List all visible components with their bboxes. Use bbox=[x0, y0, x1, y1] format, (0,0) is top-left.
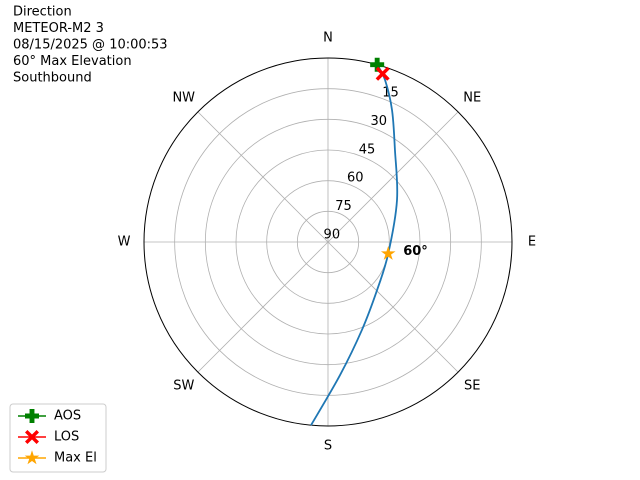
r-tick-label: 60 bbox=[347, 171, 364, 186]
legend-marker bbox=[25, 430, 39, 444]
direction-label: SE bbox=[464, 379, 480, 394]
r-tick-label: 45 bbox=[359, 142, 376, 157]
grid-spoke bbox=[327, 241, 459, 373]
annotation: 60° bbox=[403, 244, 428, 259]
direction-label: NW bbox=[172, 90, 195, 105]
direction-label: NE bbox=[463, 90, 481, 105]
grid-spoke bbox=[327, 111, 459, 243]
legend-label: Max El bbox=[54, 451, 97, 466]
legend-marker bbox=[24, 450, 40, 465]
r-tick-label: 90 bbox=[324, 227, 341, 242]
title-line: 08/15/2025 @ 10:00:53 bbox=[13, 38, 168, 53]
marker bbox=[370, 57, 385, 72]
direction-label: S bbox=[324, 439, 332, 454]
title-line: METEOR-M2 3 bbox=[13, 21, 104, 36]
direction-label: SW bbox=[173, 379, 194, 394]
direction-label: E bbox=[528, 235, 536, 250]
title-line: Southbound bbox=[13, 71, 92, 86]
r-tick-label: 75 bbox=[335, 199, 352, 214]
marker bbox=[380, 246, 396, 260]
r-tick-label: 15 bbox=[382, 86, 399, 101]
grid-spoke bbox=[197, 241, 329, 373]
direction-label: N bbox=[323, 31, 333, 46]
title-line: Direction bbox=[13, 5, 72, 20]
r-tick-label: 30 bbox=[370, 114, 387, 129]
title-line: 60° Max Elevation bbox=[13, 54, 132, 69]
outer-frame bbox=[143, 57, 513, 427]
direction-label: W bbox=[118, 235, 131, 250]
legend-label: AOS bbox=[54, 409, 81, 424]
legend-marker bbox=[25, 409, 39, 423]
grid-spoke bbox=[197, 111, 329, 243]
track-line bbox=[310, 64, 399, 426]
legend-label: LOS bbox=[54, 430, 79, 445]
marker bbox=[375, 66, 390, 81]
legend: AOS LOS Max El bbox=[9, 403, 107, 473]
